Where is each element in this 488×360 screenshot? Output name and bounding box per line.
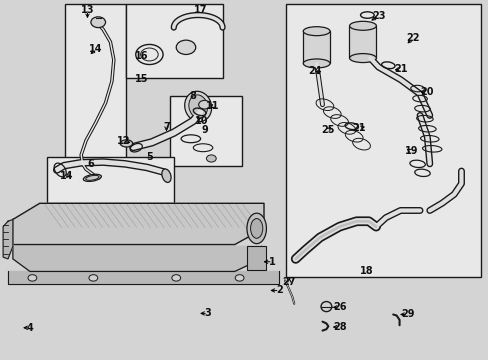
Ellipse shape xyxy=(246,213,266,244)
Text: 6: 6 xyxy=(87,159,94,169)
Text: 4: 4 xyxy=(26,323,33,333)
Circle shape xyxy=(206,155,216,162)
Circle shape xyxy=(235,275,244,281)
Circle shape xyxy=(91,17,105,28)
Text: 8: 8 xyxy=(189,91,196,101)
Circle shape xyxy=(198,100,210,109)
Text: 10: 10 xyxy=(194,116,208,126)
Bar xyxy=(65,4,126,182)
Polygon shape xyxy=(3,220,13,259)
Text: 19: 19 xyxy=(404,146,417,156)
Ellipse shape xyxy=(120,140,132,147)
Text: 2: 2 xyxy=(276,285,283,296)
Text: 18: 18 xyxy=(359,266,372,276)
Polygon shape xyxy=(13,203,264,244)
Text: 15: 15 xyxy=(135,74,148,84)
Polygon shape xyxy=(13,246,261,271)
Ellipse shape xyxy=(303,27,329,36)
Bar xyxy=(170,96,242,166)
Text: 7: 7 xyxy=(163,122,169,132)
Text: 3: 3 xyxy=(204,309,211,318)
Text: 17: 17 xyxy=(193,5,207,15)
Text: 24: 24 xyxy=(308,66,321,76)
Polygon shape xyxy=(8,271,278,284)
Ellipse shape xyxy=(83,174,101,181)
Circle shape xyxy=(176,40,195,54)
Text: 20: 20 xyxy=(420,87,433,97)
Text: 5: 5 xyxy=(146,152,152,162)
Text: 14: 14 xyxy=(60,171,73,181)
Circle shape xyxy=(28,275,37,281)
Ellipse shape xyxy=(250,219,262,238)
Text: 29: 29 xyxy=(400,310,414,319)
Text: 21: 21 xyxy=(393,64,407,74)
Text: 9: 9 xyxy=(201,125,207,135)
Ellipse shape xyxy=(162,169,171,183)
Text: 13: 13 xyxy=(81,5,94,15)
Bar xyxy=(246,246,266,270)
Text: 21: 21 xyxy=(352,123,365,133)
Ellipse shape xyxy=(349,21,376,30)
Ellipse shape xyxy=(188,95,207,118)
Text: 16: 16 xyxy=(135,51,148,61)
Text: 25: 25 xyxy=(321,125,334,135)
Text: 28: 28 xyxy=(332,322,346,332)
Bar xyxy=(126,4,222,78)
Text: 12: 12 xyxy=(117,136,130,146)
Circle shape xyxy=(89,275,98,281)
Bar xyxy=(285,4,480,277)
Bar xyxy=(348,26,375,58)
Text: 27: 27 xyxy=(282,277,296,287)
Text: 22: 22 xyxy=(405,33,419,43)
Text: 26: 26 xyxy=(332,302,346,312)
Ellipse shape xyxy=(303,59,329,68)
Circle shape xyxy=(171,275,180,281)
Text: 23: 23 xyxy=(371,11,385,21)
Bar xyxy=(47,157,173,203)
Text: 1: 1 xyxy=(269,257,276,267)
Text: 11: 11 xyxy=(205,102,219,112)
Ellipse shape xyxy=(349,54,376,63)
Bar xyxy=(303,31,329,63)
Text: 14: 14 xyxy=(89,44,102,54)
Ellipse shape xyxy=(184,91,211,122)
